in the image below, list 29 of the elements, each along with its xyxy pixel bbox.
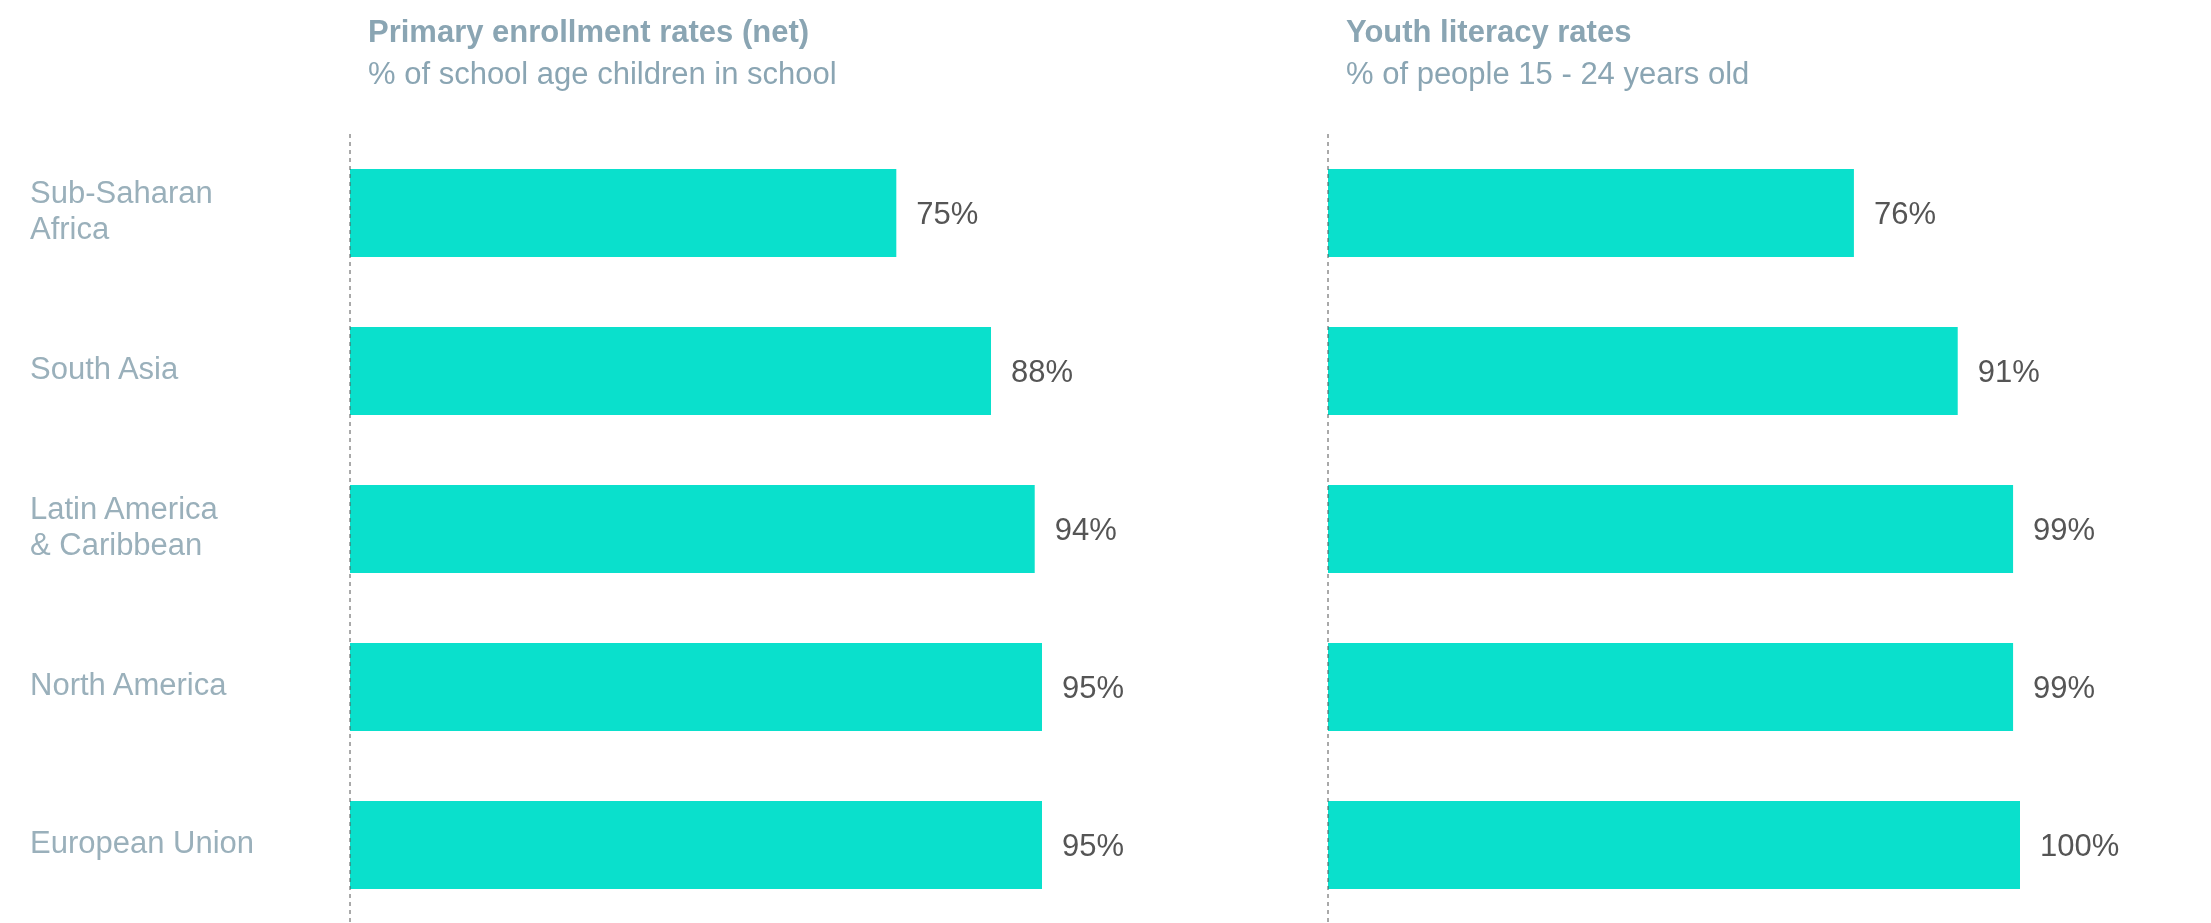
bar xyxy=(350,801,1042,889)
data-label: 95% xyxy=(1062,670,1125,706)
y-tick-label: South Asia xyxy=(30,351,179,387)
data-label: 95% xyxy=(1062,828,1125,864)
chart-subtitle: % of school age children in school xyxy=(368,56,838,92)
chart-subtitle: % of people 15 - 24 years old xyxy=(1346,56,1751,92)
bar xyxy=(1328,801,2020,889)
bar xyxy=(350,643,1042,731)
bar xyxy=(1328,485,2014,573)
bar xyxy=(350,169,897,257)
bar xyxy=(1328,643,2014,731)
y-tick-label: Latin America & Caribbean xyxy=(30,491,219,563)
bar xyxy=(350,485,1035,573)
y-tick-label: North America xyxy=(30,667,228,703)
data-label: 100% xyxy=(2040,828,2120,864)
bar xyxy=(1328,169,1854,257)
data-label: 91% xyxy=(1977,354,2040,390)
y-tick-label: European Union xyxy=(30,825,255,861)
data-label: 99% xyxy=(2033,512,2096,548)
data-label: 99% xyxy=(2033,670,2096,706)
chart-title: Primary enrollment rates (net) xyxy=(368,14,811,50)
chart-title: Youth literacy rates xyxy=(1346,14,1633,50)
data-label: 75% xyxy=(916,196,979,232)
y-tick-label: Sub-Saharan Africa xyxy=(30,175,213,247)
bar xyxy=(350,327,992,415)
bar xyxy=(1328,327,1958,415)
data-label: 94% xyxy=(1054,512,1117,548)
data-label: 88% xyxy=(1011,354,1074,390)
data-label: 76% xyxy=(1873,196,1936,232)
